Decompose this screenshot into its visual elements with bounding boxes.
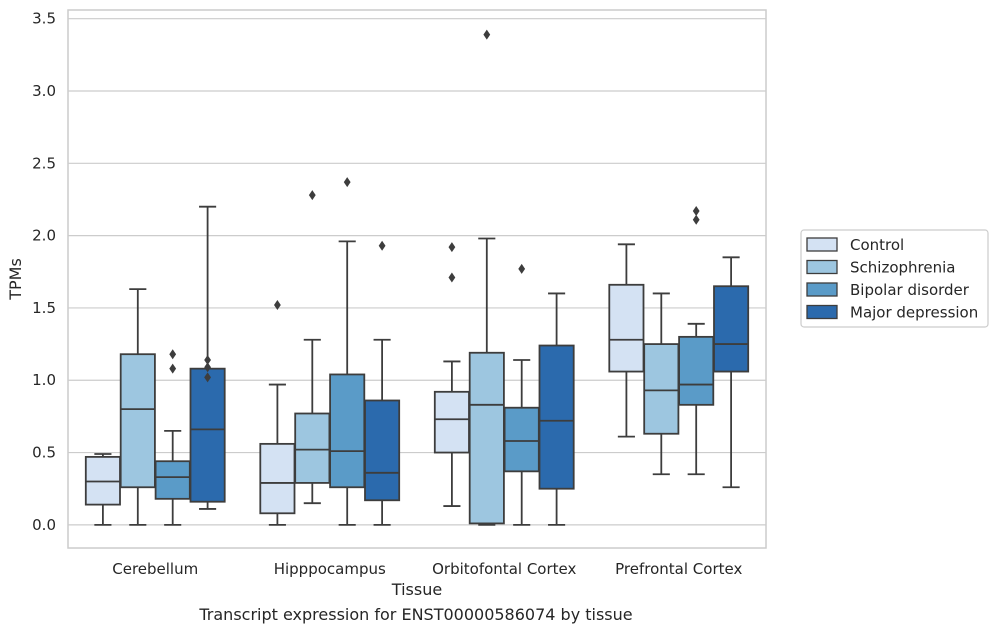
box-iqr [643,343,680,435]
y-tick-label: 1.5 [32,299,56,317]
box-iqr [608,283,645,373]
box-iqr [259,442,296,515]
y-tick-label: 0.5 [32,444,56,462]
box-schizophrenia [643,292,680,476]
box-major-depression [713,256,750,489]
outlier-point [169,349,177,360]
box-schizophrenia [119,288,156,526]
box-schizophrenia [468,29,505,526]
x-tick-label: Prefrontal Cortex [615,560,742,578]
x-tick-label: Hipppocampus [274,560,386,578]
x-tick-labels: Cerebellum Hipppocampus Orbitofontal Corte… [112,560,742,578]
y-tick-label: 0.0 [32,516,56,534]
box-iqr [189,367,226,503]
box-iqr [468,351,505,525]
box-iqr [119,353,156,489]
legend-swatch [806,304,838,320]
box-iqr [154,460,191,500]
outlier-point [204,354,211,365]
outlier-point [343,177,351,188]
box-iqr [538,344,575,490]
outlier-point [378,240,386,251]
box-control [608,243,645,438]
outlier-point [483,29,491,40]
box-bipolar-disorder [678,206,715,476]
legend: Control Schizophrenia Bipolar disorder Majo… [800,229,989,328]
box-iqr [433,390,470,454]
outlier-point [204,362,211,373]
legend-frame [800,229,989,328]
box-control [84,453,121,526]
box-major-depression [538,292,575,526]
legend-label: Major depression [850,304,978,322]
outlier-point [692,206,700,217]
outlier-point [448,272,456,283]
y-axis-label: TPMs [6,258,25,301]
y-tick-labels: 0.0 0.5 1.0 1.5 2.0 2.5 3.0 3.5 [32,10,56,534]
outlier-point [448,242,456,253]
y-tick-label: 3.5 [32,10,56,28]
box-major-depression [189,205,226,510]
outlier-point [169,363,177,374]
plot-frame [67,9,767,549]
outlier-point [308,190,316,201]
legend-label: Bipolar disorder [850,281,970,299]
box-bipolar-disorder [329,177,366,526]
box-major-depression [364,240,401,526]
y-tick-label: 2.0 [32,227,56,245]
box-plots [84,29,750,526]
box-schizophrenia [294,190,331,505]
y-tick-label: 3.0 [32,82,56,100]
legend-label: Schizophrenia [850,259,955,277]
box-iqr [364,399,401,502]
legend-label: Control [850,236,904,254]
legend-swatch [806,237,838,252]
gridlines [68,18,766,526]
box-iqr [678,335,715,406]
figure-caption: Transcript expression for ENST0000058607… [199,605,633,624]
y-tick-label: 1.0 [32,371,56,389]
outlier-point [274,300,281,311]
legend-swatch [806,282,838,297]
box-iqr [329,373,366,489]
x-axis-label: Tissue [391,580,442,599]
x-tick-label: Orbitofontal Cortex [432,560,576,578]
y-tick-label: 2.5 [32,154,56,172]
box-bipolar-disorder [503,263,540,526]
x-tick-label: Cerebellum [112,560,198,578]
box-iqr [503,406,540,473]
box-bipolar-disorder [154,349,191,526]
box-control [433,242,470,507]
outlier-point [204,372,211,383]
box-iqr [713,285,750,373]
box-control [259,300,296,526]
outlier-point [518,263,526,274]
outlier-point [692,214,700,225]
box-iqr [294,412,331,484]
legend-swatch [806,259,838,275]
